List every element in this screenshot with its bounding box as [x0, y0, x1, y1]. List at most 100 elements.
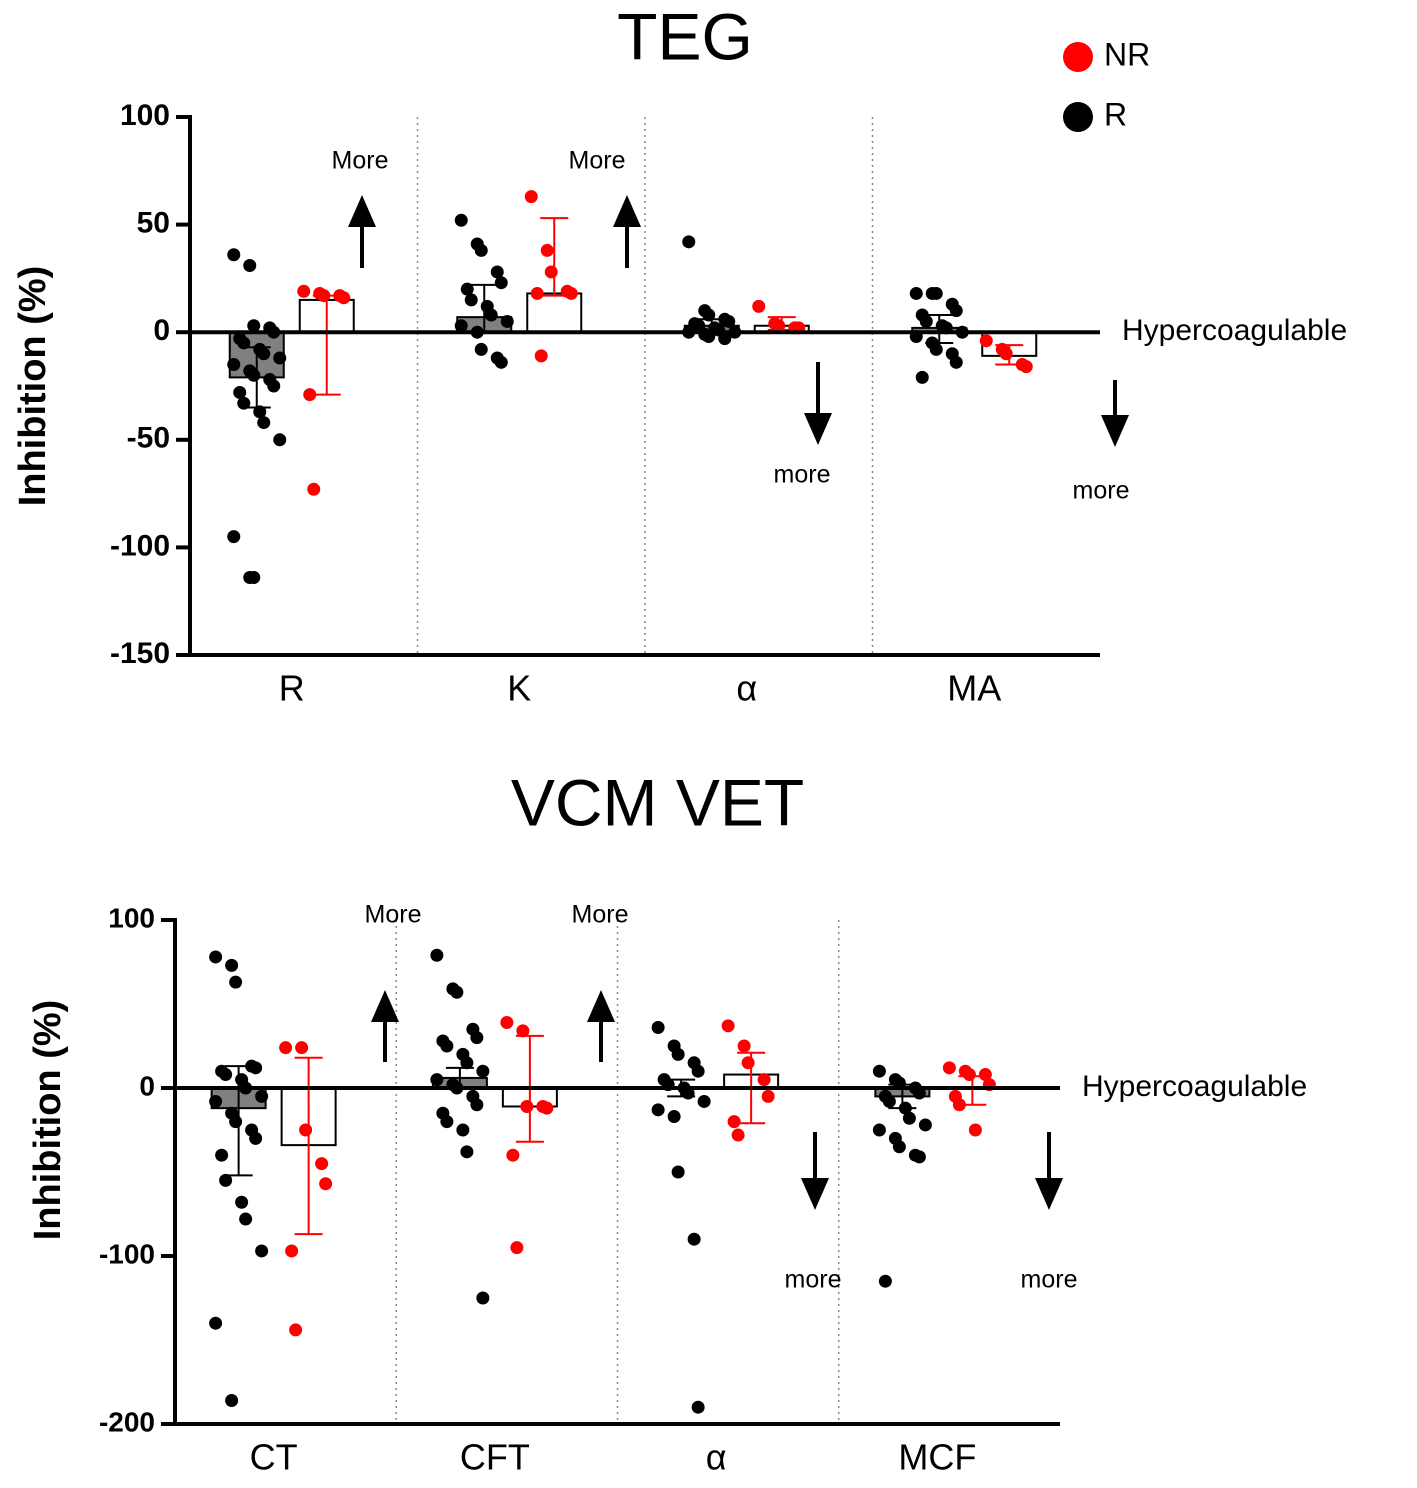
data-point — [225, 958, 239, 972]
y-tick-label: -100 — [110, 529, 170, 562]
data-point — [247, 319, 261, 333]
data-point — [247, 368, 261, 382]
annotation: More — [365, 901, 422, 929]
annotation: More — [569, 147, 626, 175]
data-point — [915, 370, 929, 384]
data-point — [229, 975, 243, 989]
x-tick-label: CT — [250, 1437, 298, 1478]
data-point — [337, 291, 351, 305]
data-point — [949, 355, 963, 369]
data-point — [772, 319, 786, 333]
data-point — [691, 1064, 705, 1078]
data-point — [761, 1089, 775, 1103]
data-point — [671, 1047, 685, 1061]
data-point — [510, 1241, 524, 1255]
data-point — [235, 1195, 249, 1209]
arrow-head — [804, 413, 832, 445]
annotation: more — [774, 461, 831, 489]
legend-label: NR — [1104, 36, 1150, 72]
data-point — [237, 396, 251, 410]
data-point — [978, 1068, 992, 1082]
data-point — [454, 319, 468, 333]
annotation: more — [1021, 1266, 1078, 1294]
data-point — [285, 1244, 299, 1258]
data-point — [440, 1039, 454, 1053]
data-point — [721, 1019, 735, 1033]
data-point — [460, 1056, 474, 1070]
y-axis-label: Inhibition (%) — [12, 266, 54, 507]
data-point — [315, 1157, 329, 1171]
data-point — [731, 1128, 745, 1142]
chart-title: TEG — [617, 0, 753, 73]
data-point — [530, 286, 544, 300]
data-point — [718, 332, 732, 346]
data-point — [317, 289, 331, 303]
data-point — [476, 1064, 490, 1078]
data-point — [494, 355, 508, 369]
data-point — [279, 1041, 293, 1055]
x-tick-label: R — [279, 668, 305, 709]
data-point — [456, 1123, 470, 1137]
data-point — [520, 1099, 534, 1113]
data-point — [227, 248, 241, 262]
data-point — [929, 286, 943, 300]
data-point — [307, 482, 321, 496]
x-tick-label: α — [706, 1437, 727, 1478]
data-point — [872, 1064, 886, 1078]
arrow-head — [1035, 1178, 1063, 1210]
x-tick-label: MA — [947, 668, 1001, 709]
data-point — [484, 308, 498, 322]
data-point — [651, 1103, 665, 1117]
data-point — [303, 388, 317, 402]
data-point — [727, 1115, 741, 1129]
data-point — [702, 308, 716, 322]
annotation: more — [785, 1266, 842, 1294]
y-tick-label: -200 — [99, 1406, 155, 1437]
data-point — [227, 357, 241, 371]
data-point — [918, 1118, 932, 1132]
y-tick-label: -50 — [127, 422, 170, 455]
data-point — [540, 1101, 554, 1115]
data-point — [209, 1094, 223, 1108]
data-point — [430, 1073, 444, 1087]
data-point — [500, 314, 514, 328]
data-point — [267, 379, 281, 393]
annotation: More — [572, 901, 629, 929]
data-point — [257, 416, 271, 430]
legend-marker — [1063, 102, 1093, 132]
data-point — [257, 347, 271, 361]
data-point — [227, 530, 241, 544]
data-point — [999, 347, 1013, 361]
arrow-head — [1101, 415, 1129, 447]
data-point — [697, 1094, 711, 1108]
y-tick-label: 100 — [108, 902, 155, 933]
data-point — [524, 190, 538, 204]
arrow-head — [348, 195, 376, 227]
data-point — [460, 1145, 474, 1159]
data-point — [902, 1111, 916, 1125]
data-point — [564, 286, 578, 300]
data-point — [651, 1021, 665, 1035]
data-point — [219, 1173, 233, 1187]
x-tick-label: K — [507, 668, 531, 709]
data-point — [752, 299, 766, 313]
data-point — [942, 1061, 956, 1075]
chart-title: VCM VET — [511, 765, 804, 839]
data-point — [952, 1098, 966, 1112]
data-point — [219, 1068, 233, 1082]
data-point — [450, 985, 464, 999]
data-point — [209, 1316, 223, 1330]
data-point — [872, 1123, 886, 1137]
data-point — [476, 1291, 490, 1305]
data-point — [919, 314, 933, 328]
data-point — [474, 342, 488, 356]
data-point — [882, 1094, 896, 1108]
data-point — [239, 1212, 253, 1226]
data-point — [691, 1400, 705, 1414]
data-point — [687, 1232, 701, 1246]
data-point — [929, 342, 943, 356]
data-point — [722, 314, 736, 328]
data-point — [464, 293, 478, 307]
data-point — [516, 1024, 530, 1038]
